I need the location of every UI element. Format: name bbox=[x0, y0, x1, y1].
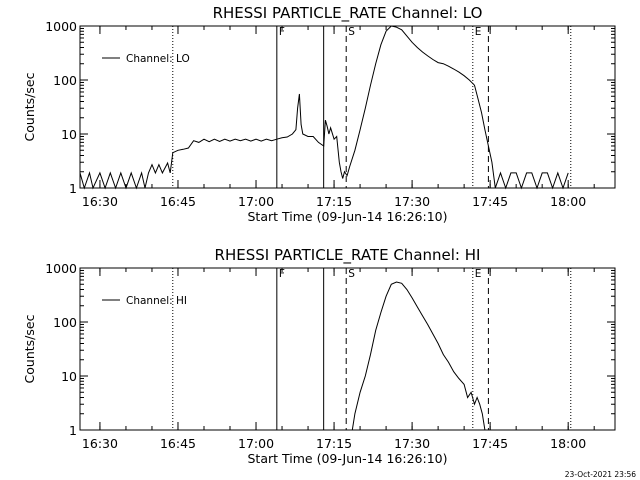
x-axis-label: Start Time (09-Jun-14 16:26:10) bbox=[248, 451, 448, 466]
event-marker-label: F bbox=[279, 26, 285, 38]
y-tick-label: 1000 bbox=[45, 19, 77, 34]
y-tick-label: 100 bbox=[53, 315, 77, 330]
chart-panel: RHESSI PARTICLE_RATE Channel: LO Start Ti… bbox=[22, 4, 616, 224]
event-marker-label: S bbox=[348, 268, 355, 280]
chart-panel: RHESSI PARTICLE_RATE Channel: HI Start Ti… bbox=[22, 246, 616, 466]
x-tick-label: 18:00 bbox=[550, 194, 586, 209]
x-tick-label: 17:00 bbox=[238, 436, 274, 451]
event-marker-label: E bbox=[475, 268, 482, 280]
y-tick-label: 10 bbox=[61, 127, 77, 142]
x-tick-label: 17:00 bbox=[238, 194, 274, 209]
event-marker-label: S bbox=[348, 26, 355, 38]
x-tick-label: 17:30 bbox=[394, 194, 430, 209]
event-marker-label: F bbox=[279, 268, 285, 280]
x-axis-label: Start Time (09-Jun-14 16:26:10) bbox=[248, 209, 448, 224]
timestamp: 23-Oct-2021 23:56 bbox=[565, 470, 636, 479]
x-tick-label: 17:45 bbox=[472, 436, 508, 451]
y-tick-label: 10 bbox=[61, 369, 77, 384]
event-marker-label: E bbox=[475, 26, 482, 38]
y-tick-label: 100 bbox=[53, 73, 77, 88]
plot-frame bbox=[79, 25, 616, 189]
x-tick-label: 17:45 bbox=[472, 194, 508, 209]
x-tick-label: 17:15 bbox=[316, 194, 352, 209]
chart-title: RHESSI PARTICLE_RATE Channel: LO bbox=[213, 4, 483, 23]
series-line bbox=[351, 281, 486, 431]
y-tick-label: 1 bbox=[69, 181, 77, 196]
x-tick-label: 16:30 bbox=[82, 194, 118, 209]
x-tick-label: 17:30 bbox=[394, 436, 430, 451]
y-tick-label: 1000 bbox=[45, 261, 77, 276]
series-line bbox=[79, 25, 569, 190]
y-axis-label: Counts/sec bbox=[22, 72, 37, 141]
plot-frame bbox=[79, 267, 616, 431]
x-tick-label: 17:15 bbox=[316, 436, 352, 451]
x-tick-label: 16:30 bbox=[82, 436, 118, 451]
y-tick-label: 1 bbox=[69, 423, 77, 438]
legend-label: Channel: LO bbox=[126, 53, 190, 65]
x-tick-label: 16:45 bbox=[160, 436, 196, 451]
x-tick-label: 16:45 bbox=[160, 194, 196, 209]
x-tick-label: 18:00 bbox=[550, 436, 586, 451]
legend-label: Channel: HI bbox=[126, 295, 187, 307]
chart-title: RHESSI PARTICLE_RATE Channel: HI bbox=[215, 246, 481, 265]
y-axis-label: Counts/sec bbox=[22, 314, 37, 383]
